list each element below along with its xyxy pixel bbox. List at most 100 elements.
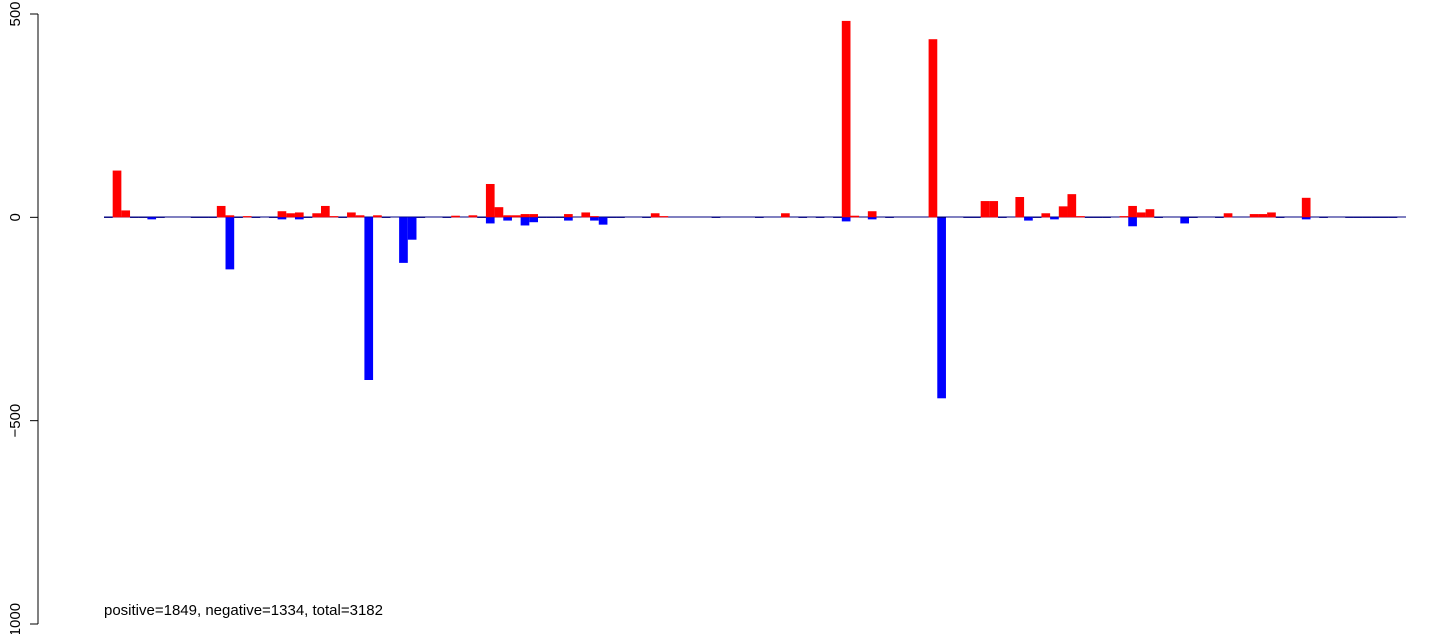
negative-bar	[590, 217, 599, 221]
negative-bar	[841, 217, 851, 222]
baseline-bar	[1275, 216, 1285, 218]
positive-bar	[321, 205, 330, 218]
y-tick-label: −500	[7, 404, 24, 438]
positive-bar	[216, 205, 226, 218]
positive-bar	[347, 212, 356, 218]
negative-bar	[1024, 217, 1033, 221]
baseline-bar	[546, 216, 556, 218]
baseline-bar	[199, 216, 209, 218]
positive-bar	[590, 216, 599, 218]
positive-bar	[1067, 194, 1077, 218]
baseline-bar	[208, 216, 217, 218]
positive-bar	[520, 214, 530, 218]
baseline-bar	[104, 216, 113, 218]
baseline-bar	[1362, 216, 1372, 218]
baseline-bar	[607, 216, 617, 218]
negative-bar	[364, 217, 374, 380]
negative-bar	[485, 217, 495, 224]
negative-bar	[564, 217, 573, 221]
positive-bar	[1058, 206, 1068, 218]
baseline-bar	[138, 216, 148, 218]
positive-bar	[503, 215, 512, 218]
positive-bar	[1119, 216, 1129, 218]
positive-bar	[980, 201, 990, 218]
positive-bar	[329, 216, 339, 218]
negative-bar	[399, 217, 408, 263]
negative-bar	[1050, 217, 1059, 220]
positive-bar	[1249, 214, 1259, 218]
baseline-bar	[338, 216, 348, 218]
negative-bar	[225, 217, 235, 270]
positive-bar	[850, 215, 860, 218]
baseline-bar	[538, 216, 547, 218]
positive-bar	[1041, 213, 1051, 218]
negative-bar	[1301, 217, 1311, 220]
baseline-bar	[1093, 216, 1103, 218]
baseline-bar	[477, 216, 486, 218]
baseline-bar	[190, 216, 200, 218]
baseline-bar	[130, 216, 139, 218]
baseline-bar	[234, 216, 243, 218]
positive-bar	[1258, 214, 1268, 218]
positive-bar	[781, 213, 790, 218]
positive-bar	[841, 20, 851, 218]
negative-bar	[1128, 217, 1137, 227]
baseline-bar	[1379, 216, 1389, 218]
positive-bar	[1223, 213, 1233, 218]
baseline-bar	[833, 216, 842, 218]
positive-bar	[1267, 212, 1276, 218]
baseline-bar	[303, 216, 313, 218]
positive-bar	[294, 212, 304, 218]
positive-bar	[485, 183, 495, 218]
baseline-bar	[1353, 216, 1363, 218]
baseline-bar	[555, 216, 565, 218]
y-tick-label: 0	[7, 213, 24, 221]
positive-bar	[928, 39, 938, 218]
positive-bar	[451, 215, 460, 218]
positive-bar	[242, 216, 252, 218]
baseline-bar	[998, 216, 1007, 218]
y-tick-label: −1000	[7, 603, 24, 634]
positive-bar	[1145, 209, 1155, 218]
positive-bar	[225, 215, 235, 218]
positive-bar	[1136, 212, 1146, 218]
baseline-bar	[156, 216, 165, 218]
positive-bar	[867, 211, 877, 218]
positive-bar	[112, 170, 122, 218]
baseline-bar	[1189, 216, 1198, 218]
positive-bar	[989, 201, 999, 218]
positive-bar	[1076, 216, 1085, 218]
baseline-bar	[972, 216, 981, 218]
baseline-bar	[416, 216, 426, 218]
positive-bar	[1015, 197, 1025, 218]
positive-bar	[529, 214, 538, 218]
summary-annotation: positive=1849, negative=1334, total=3182	[104, 602, 383, 619]
negative-bar	[1180, 217, 1189, 224]
positive-bar	[277, 211, 287, 218]
positive-bar	[373, 215, 382, 218]
baseline-bar	[963, 216, 972, 218]
baseline-bar	[711, 216, 721, 218]
baseline-bar	[381, 216, 391, 218]
baseline-bar	[1319, 216, 1328, 218]
positive-bar	[355, 215, 365, 218]
baseline-bar	[1102, 216, 1111, 218]
negative-bar	[937, 217, 946, 399]
positive-bar	[286, 213, 295, 218]
positive-bar	[494, 207, 504, 218]
positive-bar	[468, 215, 478, 218]
negative-bar	[294, 217, 304, 220]
positive-bar	[564, 214, 573, 218]
positive-bar	[312, 213, 321, 218]
y-tick-label: 500	[7, 1, 24, 26]
baseline-bar	[1084, 216, 1094, 218]
positive-bar	[121, 210, 131, 218]
baseline-bar	[1388, 216, 1398, 218]
baseline-bar	[798, 216, 808, 218]
baseline-bar	[616, 216, 625, 218]
negative-bar	[407, 217, 417, 240]
negative-bar	[147, 217, 157, 220]
baseline-bar	[268, 216, 278, 218]
negative-bar	[520, 217, 530, 226]
positive-bar	[581, 212, 591, 218]
